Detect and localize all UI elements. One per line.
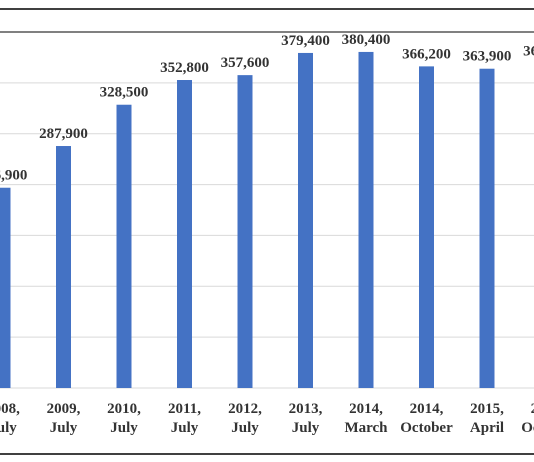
bar — [237, 75, 253, 388]
x-tick-label: 2008,July — [0, 401, 20, 436]
data-label: 380,400 — [342, 32, 391, 48]
x-axis-tick-labels: 2008,July 2009,July 2010,July 2011,July 2012… — [0, 401, 534, 436]
bar — [479, 68, 495, 388]
gridlines — [0, 82, 534, 389]
x-tick-label: 2012, July — [228, 401, 262, 436]
data-label: 379,400 — [281, 33, 330, 49]
chart-area-border — [0, 8, 534, 455]
data-label: 246,900 — [0, 168, 27, 184]
x-tick-label: 2009, July — [47, 401, 81, 436]
plot-area-border — [0, 31, 534, 389]
x-tick-label: 2014, March — [344, 401, 388, 436]
x-tick-label: 2013, July — [289, 401, 323, 436]
data-label: 363,900 — [463, 49, 512, 65]
x-tick-label: 2011, July — [168, 401, 201, 436]
bar — [116, 104, 132, 389]
data-labels: 246,900 287,900 328,500 352,800 357,600 379,4… — [0, 32, 534, 184]
data-label: 287,900 — [39, 126, 88, 142]
x-tick-label: 2014, October — [400, 401, 453, 436]
bar — [298, 52, 313, 388]
bar — [419, 66, 434, 388]
x-tick-label: 2010, July — [107, 401, 141, 436]
data-label: 366,200 — [402, 46, 451, 62]
data-label: 352,800 — [160, 60, 209, 76]
bars — [0, 51, 495, 389]
data-label: 328,500 — [100, 85, 149, 101]
x-tick-label: 2015, April — [470, 401, 504, 436]
bar — [56, 146, 71, 388]
data-label: 369,000 — [523, 44, 534, 60]
data-label: 357,600 — [221, 55, 270, 71]
bar — [358, 51, 374, 388]
bar — [177, 80, 192, 388]
bar — [0, 187, 11, 388]
x-tick-label: 2015,October — [521, 401, 534, 436]
